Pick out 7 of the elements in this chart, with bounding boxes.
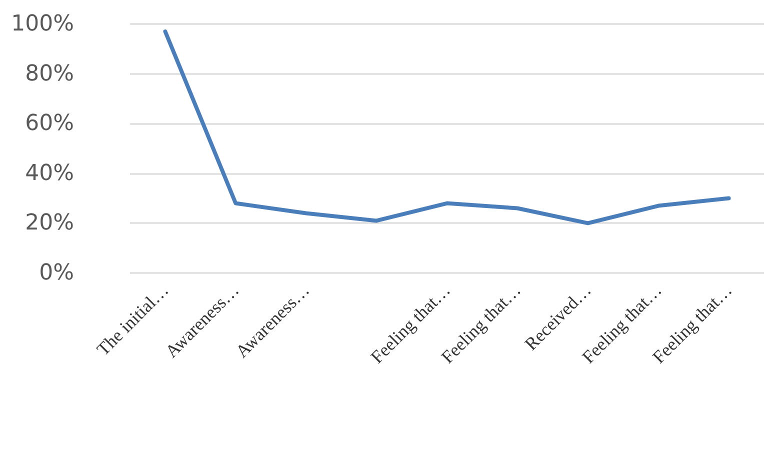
y-tick-label: 0%: [39, 260, 74, 286]
y-tick-label: 100%: [11, 12, 74, 36]
line-series: [163, 29, 731, 226]
y-tick-label: 20%: [25, 210, 74, 236]
y-tick-label: 80%: [25, 61, 74, 86]
y-tick-label: 40%: [25, 160, 74, 186]
y-tick-label: 60%: [25, 111, 74, 136]
